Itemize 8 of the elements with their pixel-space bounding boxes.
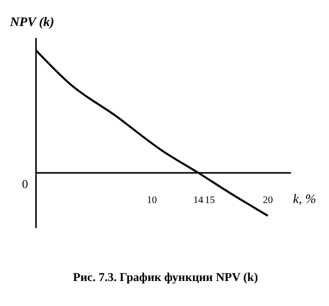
x-tick-label: 10 xyxy=(146,195,157,206)
text: Рис. 7.3. График функции NPV (k) xyxy=(72,270,259,285)
x-tick-label: 20 xyxy=(262,195,273,206)
text: 0 xyxy=(22,177,28,192)
y-axis-title: NPV (k) xyxy=(10,14,54,30)
x-tick-label: 15 xyxy=(204,195,215,206)
x-tick-label: 14 xyxy=(193,195,204,206)
x-axis-title: k, % xyxy=(293,191,316,208)
